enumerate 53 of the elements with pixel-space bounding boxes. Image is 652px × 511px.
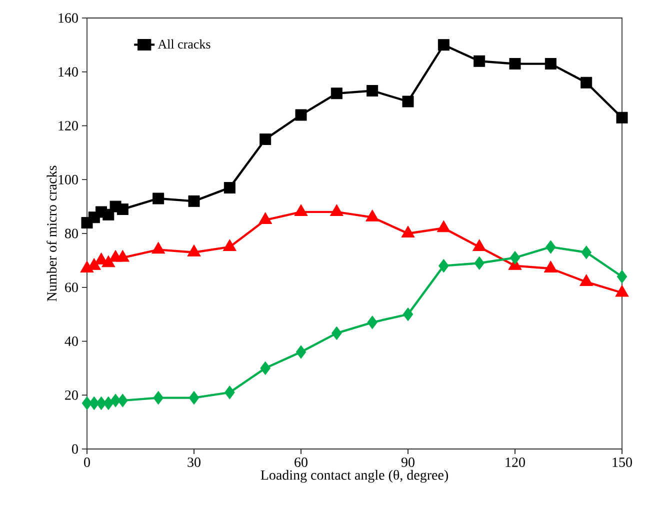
point (188, 195, 200, 207)
point (330, 88, 342, 100)
x-tick-label: 120 (506, 458, 525, 467)
point (402, 96, 414, 108)
y-tick-label: 20 (65, 390, 78, 400)
point (82, 396, 92, 410)
y-tick-label: 120 (58, 121, 78, 130)
point (153, 391, 164, 405)
point (103, 396, 114, 410)
point (296, 345, 306, 359)
point (224, 386, 235, 400)
x-tick-label: 150 (612, 458, 632, 467)
x-tick-label: 0 (84, 458, 90, 467)
point (366, 84, 378, 96)
point (89, 396, 100, 410)
point (224, 182, 236, 194)
x-tick-label: 60 (294, 458, 308, 467)
point (580, 76, 592, 88)
x-axis-title: Loading contact angle (θ, degree) (260, 470, 448, 483)
y-tick-label: 160 (58, 13, 78, 23)
point (116, 204, 128, 215)
point (367, 316, 378, 330)
point (616, 112, 628, 124)
point (118, 394, 128, 408)
point (110, 394, 121, 408)
point (96, 396, 106, 410)
point (581, 246, 592, 260)
point (438, 39, 450, 51)
point (544, 58, 556, 70)
y-tick-label: 100 (58, 174, 78, 184)
y-tick-label: 60 (65, 282, 78, 292)
legend-label: All cracks (158, 39, 210, 49)
point (510, 250, 520, 264)
point (295, 109, 307, 121)
point (152, 192, 164, 204)
point (332, 326, 342, 340)
x-tick-label: 90 (401, 458, 414, 467)
point (438, 259, 449, 273)
point (260, 361, 270, 375)
point (188, 391, 200, 405)
point (546, 240, 556, 254)
point (402, 308, 414, 322)
y-axis-title: Number of micro cracks (46, 166, 57, 302)
y-tick-label: 40 (64, 336, 78, 346)
point (474, 256, 484, 270)
y-tick-label: 140 (58, 67, 78, 77)
y-tick-label: 80 (65, 228, 78, 238)
point (474, 55, 486, 67)
point (616, 270, 628, 284)
y-tick-label: 0 (72, 444, 78, 454)
point (260, 133, 272, 145)
x-tick-label: 30 (188, 458, 200, 467)
point (509, 58, 521, 70)
